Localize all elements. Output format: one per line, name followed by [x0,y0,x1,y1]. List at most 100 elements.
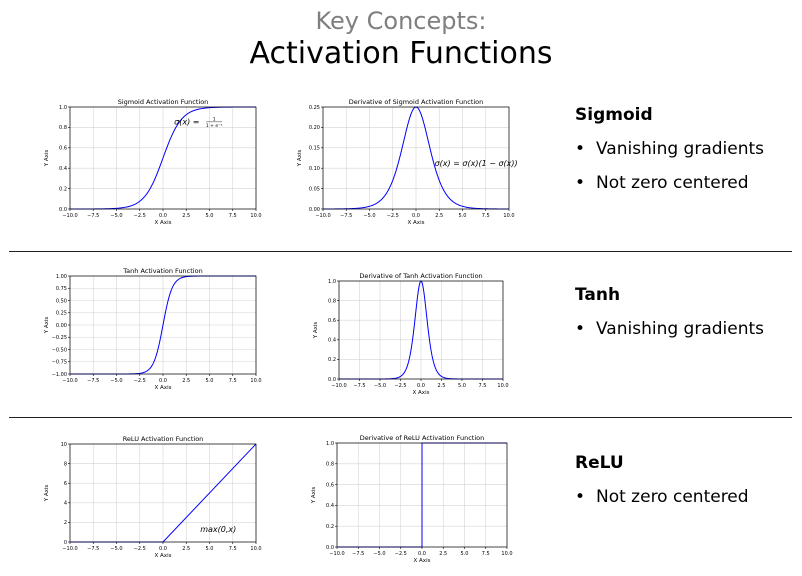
bullet-icon: • [575,173,586,193]
chart-title: ReLU Activation Function [123,435,204,443]
x-tick-label: −5.0 [110,546,122,552]
y-tick-label: 2 [64,520,67,526]
sigmoid-chart: Sigmoid Activation Function −10.0 −7.5 −5.0… [44,98,262,226]
x-tick-label: 0.0 [159,378,167,384]
section-heading: ReLU [575,453,624,473]
y-tick-label: 0.50 [56,298,67,304]
x-tick-label: 2.5 [182,378,190,384]
x-tick-label: 5.0 [459,213,467,219]
bullet-text: Not zero centered [596,173,749,193]
x-tick-label: 7.5 [229,546,237,552]
formula-denominator: 1 + e⁻ˣ [206,123,223,129]
y-tick-label: 0.00 [309,207,320,213]
y-tick-label: 0.0 [59,207,67,213]
slide-kicker: Key Concepts: [315,7,487,35]
x-tick-label: 2.5 [438,383,446,389]
tanh-chart: Tanh Activation Function −10.0 −7.5 −5.0 −2.… [44,267,262,391]
x-tick-label: −7.5 [352,551,364,557]
bullet-text: Vanishing gradients [596,319,765,339]
x-tick-label: −2.5 [134,378,146,384]
x-tick-label: 0.0 [418,551,426,557]
y-axis-label: Y Axis [44,150,50,168]
x-axis-label: X Axis [155,553,172,559]
x-tick-label: 0.0 [159,213,167,219]
x-tick-label: −10.0 [62,546,77,552]
plot-frame [338,280,504,380]
x-tick-label: −7.5 [340,213,352,219]
chart-title: Derivative of Tanh Activation Function [359,272,482,280]
x-tick-label: −5.0 [110,378,122,384]
y-axis-label: Y Axis [313,322,319,340]
x-tick-label: 0.0 [417,383,425,389]
y-tick-label: 0.8 [59,125,67,131]
x-tick-label: −2.5 [395,551,407,557]
y-tick-label: 0.75 [56,286,67,292]
y-tick-label: 0.10 [309,166,320,172]
y-tick-label: 1.0 [326,441,334,447]
x-tick-label: 7.5 [229,378,237,384]
x-tick-label: −5.0 [363,213,375,219]
x-tick-label: 2.5 [439,551,447,557]
y-tick-label: 0.8 [328,298,336,304]
x-tick-label: −2.5 [134,546,146,552]
y-tick-label: 0.2 [326,524,334,530]
y-tick-label: 0.4 [59,166,67,172]
y-tick-label: 0.00 [56,323,67,329]
x-tick-label: −5.0 [110,213,122,219]
x-tick-label: 5.0 [206,378,214,384]
x-tick-label: −10.0 [62,378,77,384]
x-tick-label: −7.5 [87,546,99,552]
x-tick-label: 5.0 [206,213,214,219]
y-tick-label: 4 [64,501,67,507]
y-tick-label: −0.75 [52,360,67,366]
x-tick-label: 10.0 [250,378,261,384]
y-tick-label: 0.0 [328,377,336,383]
x-tick-label: −7.5 [87,213,99,219]
bullet-item: • Not zero centered [575,166,764,200]
bullet-item: • Vanishing gradients [575,132,764,166]
formula-annotation: σ(x) = [174,117,199,126]
sigmoid-derivative-chart: Derivative of Sigmoid Activation Functio… [297,98,518,226]
y-tick-label: 0.2 [328,357,336,363]
x-tick-label: −7.5 [353,383,365,389]
bullet-icon: • [575,319,586,339]
section-divider [9,417,792,418]
x-axis-label: X Axis [413,390,430,396]
chart-title: Tanh Activation Function [122,267,202,275]
y-tick-label: 0.20 [309,125,320,131]
bullet-text: Not zero centered [596,487,749,507]
plot-frame [69,443,257,543]
y-tick-label: 1.0 [328,279,336,285]
x-tick-label: 7.5 [479,383,487,389]
x-tick-label: −2.5 [134,213,146,219]
y-tick-label: 10 [61,442,67,448]
plot-frame [69,275,257,375]
y-tick-label: 0.05 [309,186,320,192]
section-heading: Sigmoid [575,105,653,125]
bullet-item: • Not zero centered [575,480,749,514]
y-tick-label: 0.4 [326,503,334,509]
y-axis-label: Y Axis [44,485,50,503]
x-tick-label: −2.5 [387,213,399,219]
x-tick-label: 10.0 [250,546,261,552]
x-tick-label: −5.0 [373,551,385,557]
x-tick-label: 0.0 [412,213,420,219]
y-tick-label: 0.6 [59,146,67,152]
formula-annotation: σ(x) = σ(x)(1 − σ(x)) [435,159,518,168]
y-tick-label: −1.00 [52,372,67,378]
bullet-icon: • [575,487,586,507]
sigmoid-notes: Sigmoid • Vanishing gradients • Not zero c… [575,105,764,200]
x-tick-label: 2.5 [182,213,190,219]
x-tick-label: 10.0 [250,213,261,219]
chart-title: Derivative of ReLU Activation Function [360,434,485,442]
plot-frame [336,442,508,548]
y-tick-label: 8 [64,461,67,467]
section-divider [9,251,792,252]
y-tick-label: 6 [64,481,67,487]
plot-frame [69,106,257,210]
relu-chart: ReLU Activation Function −10.0 −7.5 −5.0 −2.… [44,435,262,559]
tanh-notes: Tanh • Vanishing gradients [575,285,764,346]
x-tick-label: −7.5 [87,378,99,384]
x-tick-label: 7.5 [482,213,490,219]
section-heading: Tanh [575,285,621,305]
